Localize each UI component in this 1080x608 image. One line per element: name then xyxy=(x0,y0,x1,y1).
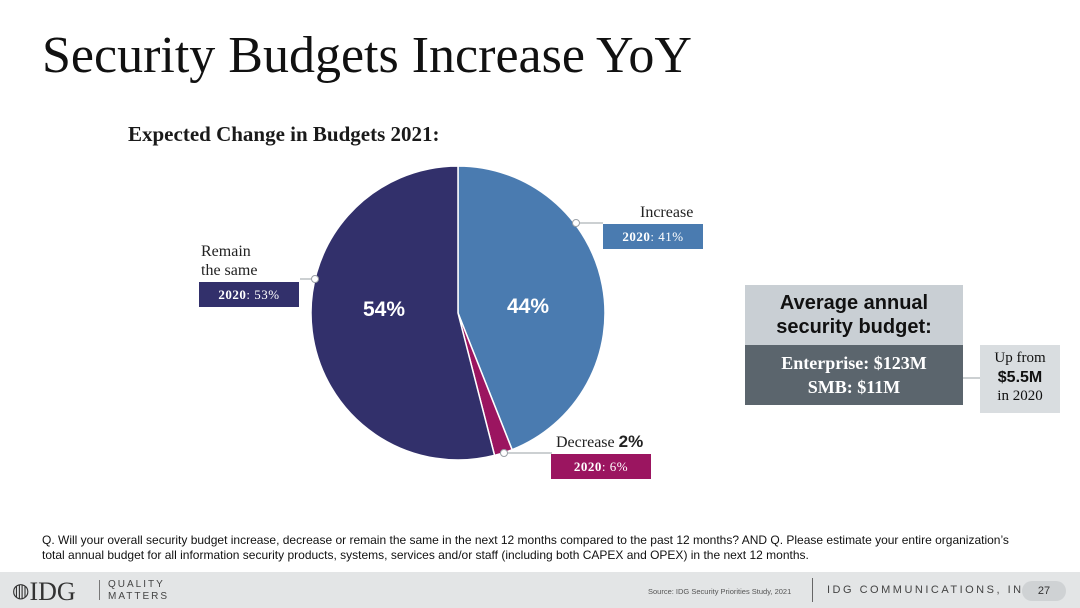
logo-divider xyxy=(99,580,100,600)
increase-leader-dot xyxy=(572,219,580,227)
tagline: QUALITY MATTERS xyxy=(108,579,169,603)
decrease-2020-box: 2020: 6% xyxy=(551,454,651,479)
remain-leader-dot xyxy=(311,275,319,283)
footer-divider xyxy=(812,578,813,602)
increase-label: Increase xyxy=(640,204,694,221)
idg-logo: ◍IDG xyxy=(12,577,76,607)
remain-2020-box: 2020: 53% xyxy=(199,282,299,307)
company-name: IDG COMMUNICATIONS, INC. xyxy=(827,584,1040,596)
decrease-label: Decrease 2% xyxy=(556,432,643,452)
increase-slice xyxy=(457,165,606,451)
up-from-line3: in 2020 xyxy=(997,388,1043,404)
increase-value-label: 44% xyxy=(507,295,549,318)
budget-heading-line2: security budget: xyxy=(776,316,932,338)
source-note: Source: IDG Security Priorities Study, 2… xyxy=(648,587,792,596)
idg-logo-text: IDG xyxy=(29,577,76,606)
remain-label-line2: the same xyxy=(201,262,258,279)
remain-slice xyxy=(310,165,496,461)
page-title: Security Budgets Increase YoY xyxy=(42,27,692,84)
remain-value-label: 54% xyxy=(363,298,405,321)
survey-question: Q. Will your overall security budget inc… xyxy=(42,533,1052,563)
decrease-2020-value: 6% xyxy=(609,459,629,474)
up-from-callout: Up from $5.5M in 2020 xyxy=(980,345,1060,413)
increase-2020-value: 41% xyxy=(658,229,684,244)
enterprise-budget: Enterprise: $123M xyxy=(781,353,927,373)
tagline-line1: QUALITY xyxy=(108,579,165,590)
increase-2020-year: 2020 xyxy=(622,229,651,244)
remain-2020-year: 2020 xyxy=(218,287,247,302)
decrease-value-label: 2% xyxy=(618,432,644,451)
survey-question-line1: Q. Will your overall security budget inc… xyxy=(42,533,1009,547)
budget-heading-line1: Average annual xyxy=(779,292,929,314)
up-from-value: $5.5M xyxy=(997,369,1043,386)
tagline-line2: MATTERS xyxy=(108,591,170,602)
globe-icon: ◍ xyxy=(12,580,30,602)
remain-label: Remain the same xyxy=(201,242,257,280)
remain-2020-value: 53% xyxy=(254,287,280,302)
page-number: 27 xyxy=(1022,581,1066,601)
decrease-leader-dot xyxy=(500,449,508,457)
pie-chart: 54% 44% xyxy=(300,165,980,461)
budget-panel-body: Enterprise: $123M SMB: $11M xyxy=(745,345,963,405)
increase-2020-box: 2020: 41% xyxy=(603,224,703,249)
decrease-2020-year: 2020 xyxy=(573,459,602,474)
survey-question-line2: total annual budget for all information … xyxy=(42,548,809,562)
budget-panel-heading: Average annual security budget: xyxy=(745,285,963,345)
up-from-line1: Up from xyxy=(994,350,1046,366)
smb-budget: SMB: $11M xyxy=(807,377,901,397)
remain-label-line1: Remain xyxy=(201,243,251,260)
footer: ◍IDG QUALITY MATTERS Source: IDG Securit… xyxy=(0,572,1080,608)
budget-panel: Average annual security budget: Enterpri… xyxy=(745,285,963,405)
decrease-label-text: Decrease xyxy=(556,434,615,451)
chart-title: Expected Change in Budgets 2021: xyxy=(128,122,440,146)
